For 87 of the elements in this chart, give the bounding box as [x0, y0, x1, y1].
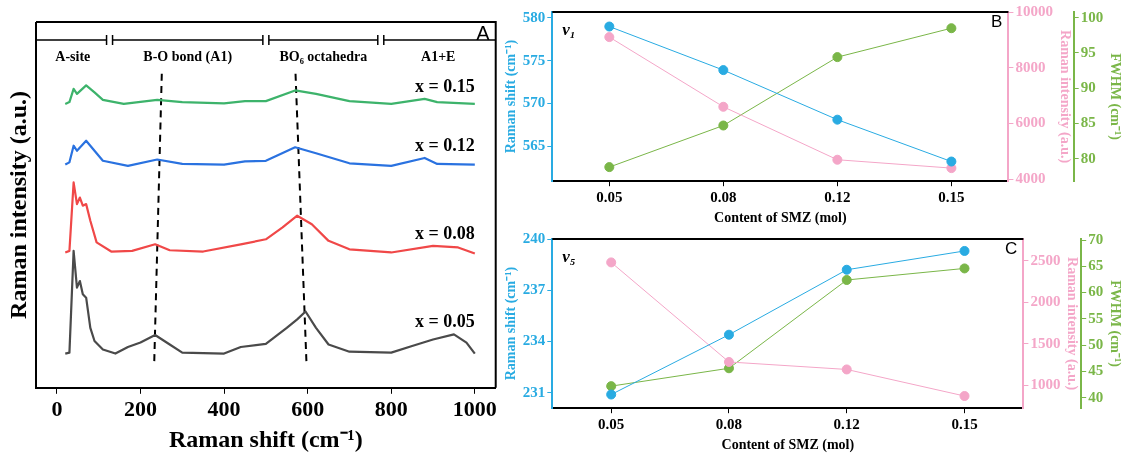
- point: [718, 101, 729, 112]
- text: BO₆ octahedra: [279, 48, 368, 64]
- y3-tick-label: 45: [1088, 362, 1104, 379]
- point: [959, 245, 970, 256]
- x-axis-title: Content of SMZ (mol): [721, 437, 855, 454]
- y-tick-label: 237: [522, 281, 546, 298]
- point: [841, 274, 852, 285]
- point: [718, 65, 729, 76]
- point: [604, 21, 615, 32]
- y-tick-label: 240: [522, 229, 546, 246]
- x-axis-title: Raman shift (cm⁻¹): [168, 425, 363, 452]
- x-tick-label: 1000: [452, 395, 497, 421]
- y3-tick-label: 90: [1080, 79, 1096, 96]
- x-tick-label: 0.08: [710, 189, 737, 206]
- y-axis-title: Raman shift (cm⁻¹): [503, 266, 520, 381]
- point: [606, 381, 617, 392]
- x-tick-label: 0.12: [833, 416, 860, 433]
- y2-tick-label: 4000: [1015, 170, 1046, 187]
- series-label: x = 0.12: [415, 134, 475, 155]
- x-tick-label: 0.08: [715, 416, 743, 433]
- point: [959, 391, 970, 401]
- y-tick-label: 575: [522, 51, 546, 68]
- point: [723, 356, 734, 367]
- y2-axis-title: Raman intensity (a.u.): [1056, 30, 1073, 164]
- x-tick-label: 0.12: [824, 189, 851, 206]
- x-tick-label: 0.05: [598, 416, 625, 433]
- y3-tick-label: 100: [1080, 8, 1104, 25]
- point: [841, 264, 852, 275]
- annotation: B: [991, 12, 1003, 32]
- y-tick-label: 231: [522, 383, 546, 400]
- annotation: v₁: [562, 19, 576, 39]
- point: [832, 154, 843, 165]
- annotation: C: [1005, 239, 1018, 259]
- x-tick-label: 200: [123, 395, 157, 421]
- x-tick-label: 800: [374, 395, 408, 421]
- series-label: x = 0.15: [415, 75, 475, 96]
- point: [841, 364, 852, 375]
- x-tick-label: 0.05: [596, 189, 623, 206]
- text: A-site: [55, 48, 91, 64]
- series-label: x = 0.08: [415, 222, 475, 243]
- y3-axis-title: FWHM (cm⁻¹): [1106, 280, 1123, 368]
- annotation: v₅: [562, 246, 576, 266]
- y2-tick-label: 1000: [1030, 376, 1061, 393]
- y3-tick-label: 80: [1080, 149, 1096, 166]
- point: [718, 120, 729, 131]
- point: [832, 52, 843, 63]
- y2-axis-title: Raman intensity (a.u.): [1064, 257, 1081, 391]
- y3-tick-label: 60: [1088, 283, 1104, 300]
- y2-tick-label: 1500: [1030, 334, 1061, 351]
- y-tick-label: 580: [522, 8, 546, 25]
- text: B-O bond (A1): [143, 48, 233, 65]
- y3-tick-label: 55: [1088, 309, 1104, 326]
- y3-tick-label: 95: [1080, 43, 1096, 60]
- x-tick-label: 600: [291, 395, 325, 421]
- x-axis-title: Content of SMZ (mol): [714, 210, 847, 227]
- x-tick-label: 0: [51, 395, 63, 421]
- y-axis-title: Raman shift (cm⁻¹): [503, 39, 520, 154]
- point: [946, 156, 957, 167]
- point: [959, 263, 970, 274]
- text: A1+E: [421, 48, 456, 64]
- y2-tick-label: 6000: [1015, 114, 1046, 131]
- point: [606, 257, 617, 268]
- y2-tick-label: 2500: [1030, 251, 1061, 268]
- y3-tick-label: 65: [1088, 257, 1104, 274]
- y2-tick-label: 8000: [1015, 58, 1046, 75]
- y2-tick-label: 10000: [1015, 2, 1053, 19]
- point: [604, 32, 615, 43]
- y3-tick-label: 50: [1088, 336, 1104, 353]
- y-tick-label: 234: [522, 332, 546, 349]
- y3-tick-label: 85: [1080, 114, 1096, 131]
- point: [832, 114, 843, 125]
- y3-tick-label: 40: [1088, 388, 1104, 405]
- x-tick-label: 0.15: [951, 416, 978, 433]
- point: [723, 329, 734, 340]
- point: [604, 162, 615, 173]
- y3-tick-label: 70: [1088, 230, 1104, 247]
- y2-tick-label: 2000: [1030, 293, 1061, 310]
- x-tick-label: 0.15: [938, 189, 965, 206]
- x-tick-label: 400: [207, 395, 241, 421]
- y-axis-title: Raman intensity (a.u.): [5, 90, 32, 319]
- series-label: x = 0.05: [415, 311, 475, 332]
- point: [946, 23, 957, 34]
- y3-axis-title: FWHM (cm⁻¹): [1106, 53, 1123, 141]
- point: [606, 389, 617, 400]
- y-tick-label: 565: [522, 137, 546, 154]
- y-tick-label: 570: [522, 94, 546, 111]
- text: A: [476, 21, 491, 44]
